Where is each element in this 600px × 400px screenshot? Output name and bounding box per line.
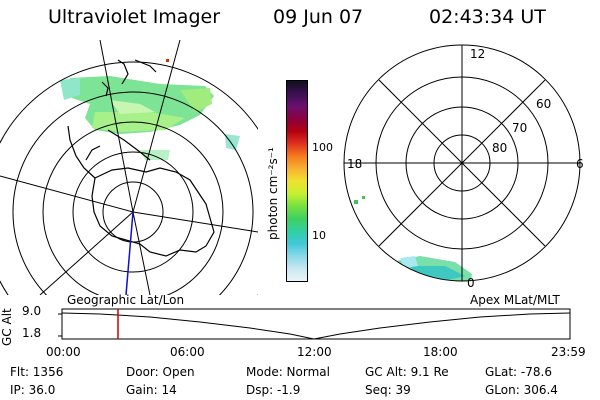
time-label: 02:43:34 UT <box>429 6 546 28</box>
time-tick-0600: 06:00 <box>170 345 205 359</box>
time-tick-1800: 18:00 <box>423 345 458 359</box>
mlat-label-70: 70 <box>512 121 528 135</box>
flight-number: Flt: 1356 <box>10 365 64 379</box>
mode-value: Mode: Normal <box>246 365 330 379</box>
altitude-curve <box>61 312 571 340</box>
altitude-tick-high: 9.0 <box>22 304 42 318</box>
geographic-longitude: GLon: 306.4 <box>485 383 558 397</box>
mlat-label-80: 80 <box>492 141 508 155</box>
sequence-number: Seq: 39 <box>365 383 411 397</box>
aurora-emission-right <box>392 256 472 281</box>
time-tick-1200: 12:00 <box>297 345 332 359</box>
gain-value: Gain: 14 <box>126 383 177 397</box>
colorbar-tick-10: 10 <box>312 229 326 242</box>
time-tick-0000: 00:00 <box>46 345 81 359</box>
instrument-title: Ultraviolet Imager <box>48 6 221 28</box>
ip-value: IP: 36.0 <box>10 383 56 397</box>
mlat-label-60: 60 <box>536 97 552 111</box>
mlt-label-12: 12 <box>470 47 486 61</box>
coastline <box>67 59 215 257</box>
door-status: Door: Open <box>126 365 195 379</box>
dsp-value: Dsp: -1.9 <box>246 383 301 397</box>
colorbar-tick-100: 100 <box>312 141 333 154</box>
mlt-label-6: 6 <box>576 157 584 171</box>
magnetic-map <box>343 44 581 282</box>
geographic-coords-label: Geographic Lat/Lon <box>67 293 185 307</box>
aurora-emission-left <box>60 76 240 160</box>
gc-altitude: GC Alt: 9.1 Re <box>365 365 449 379</box>
time-tick-2359: 23:59 <box>551 345 586 359</box>
altitude-tick-low: 1.8 <box>22 326 42 340</box>
altitude-plot <box>58 308 571 340</box>
orbit-track <box>125 211 134 295</box>
geographic-map <box>0 40 258 295</box>
satellite-position-dot <box>166 59 169 62</box>
date-label: 09 Jun 07 <box>273 6 364 28</box>
intensity-colorbar <box>286 80 308 282</box>
mlt-label-18: 18 <box>347 157 363 171</box>
mlt-label-0: 0 <box>467 276 475 290</box>
geographic-latitude: GLat: -78.6 <box>485 365 552 379</box>
magnetic-coords-label: Apex MLat/MLT <box>470 293 560 307</box>
